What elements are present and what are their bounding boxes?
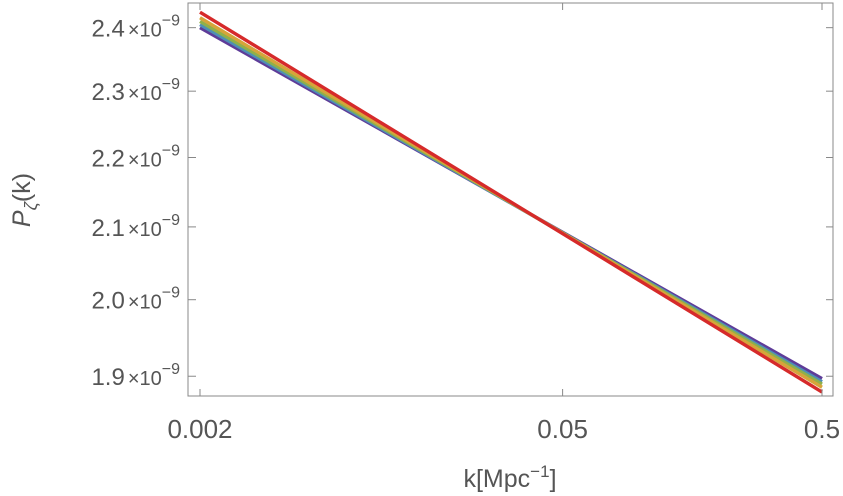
plot-frame — [187, 2, 834, 397]
x-tick-label: 0.002 — [167, 414, 232, 444]
y-tick-label: 2.3 ×10−9 — [91, 76, 180, 106]
y-tick-label: 2.1 ×10−9 — [91, 212, 180, 242]
x-tick-label: 0.5 — [804, 414, 840, 444]
y-tick-label: 2.2 ×10−9 — [91, 142, 180, 172]
x-axis-label: k[Mpc−1] — [463, 462, 556, 493]
y-tick-label: 2.4 ×10−9 — [91, 13, 180, 43]
y-axis-label: Pζ(k) — [8, 173, 41, 227]
x-tick-label: 0.05 — [537, 414, 588, 444]
y-tick-label: 1.9 ×10−9 — [91, 361, 180, 391]
x-axis: 0.002 0.05 0.5 — [167, 3, 840, 444]
series-line-5 — [199, 10, 823, 394]
y-tick-label: 2.0 ×10−9 — [91, 285, 180, 315]
series-layer — [199, 10, 823, 394]
y-axis: 1.9 ×10−9 2.0 ×10−9 2.1 ×10−9 2.2 ×10−9 2.3 ×10−9… — [91, 13, 833, 391]
